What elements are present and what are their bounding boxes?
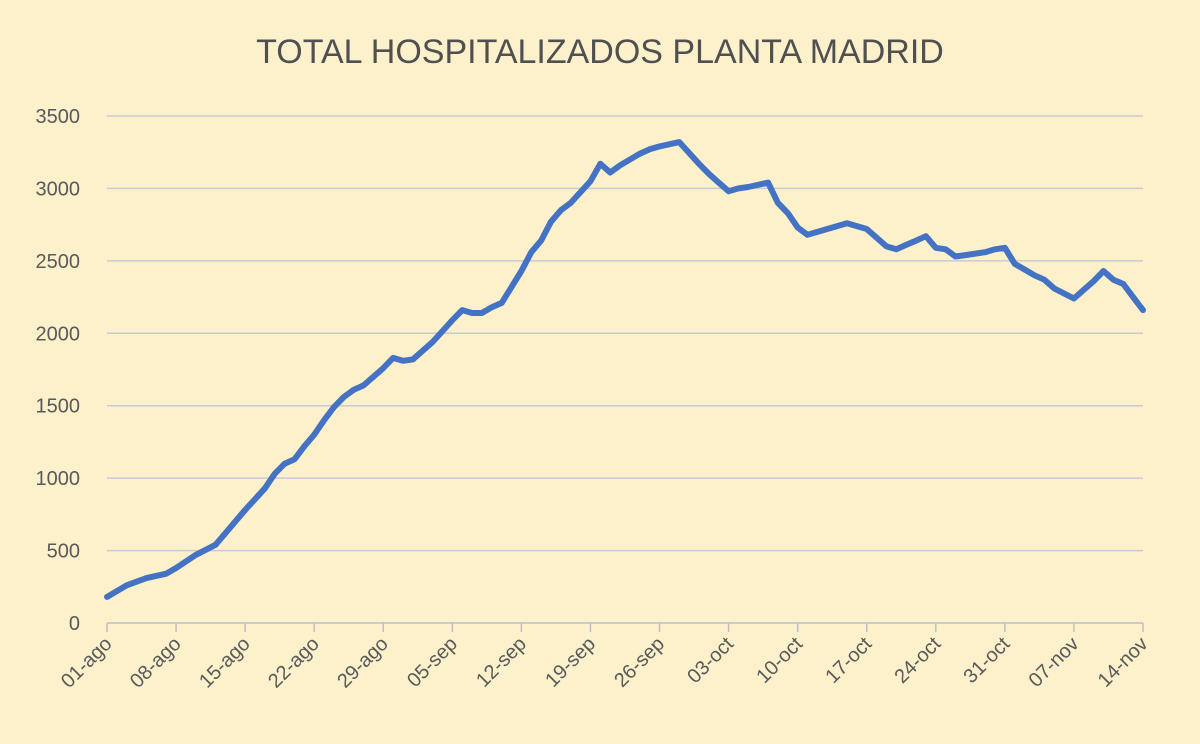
x-tick-label: 14-nov <box>1094 633 1153 692</box>
series-line-0 <box>104 139 1146 600</box>
y-tick-label: 2000 <box>36 323 81 345</box>
x-tick-label: 17-oct <box>821 633 876 688</box>
y-tick-label: 1000 <box>36 468 81 490</box>
x-tick-label: 01-ago <box>57 633 117 693</box>
x-tick-label: 31-oct <box>960 633 1015 688</box>
x-tick-label: 03-oct <box>683 633 738 688</box>
x-tick-label: 07-nov <box>1025 633 1084 692</box>
x-tick-label: 05-sep <box>403 633 462 692</box>
y-tick-label: 0 <box>69 613 80 635</box>
y-tick-label: 3000 <box>36 178 81 200</box>
y-tick-label: 2500 <box>36 251 81 273</box>
x-tick-label: 15-ago <box>195 633 255 693</box>
x-tick-label: 19-sep <box>541 633 600 692</box>
y-axis-ticks: 0 500 1000 1500 2000 2500 3000 3500 <box>36 106 81 635</box>
series-layer <box>104 139 1146 600</box>
y-tick-label: 3500 <box>36 106 81 128</box>
x-tick-label: 08-ago <box>126 633 186 693</box>
y-tick-label: 1500 <box>36 396 81 418</box>
y-tick-label: 500 <box>47 541 80 563</box>
x-tick-label: 24-oct <box>890 633 945 688</box>
x-tick-label: 29-ago <box>333 633 393 693</box>
x-tick-label: 26-sep <box>610 633 669 692</box>
gridlines <box>107 115 1143 552</box>
x-tick-label: 10-oct <box>752 633 807 688</box>
chart-title: TOTAL HOSPITALIZADOS PLANTA MADRID <box>256 33 944 71</box>
x-tick-label: 12-sep <box>472 633 531 692</box>
x-tick-label: 22-ago <box>264 633 324 693</box>
x-axis-ticks: 01-ago 08-ago 15-ago 22-ago 29-ago 05-sep 12-s… <box>57 623 1153 693</box>
